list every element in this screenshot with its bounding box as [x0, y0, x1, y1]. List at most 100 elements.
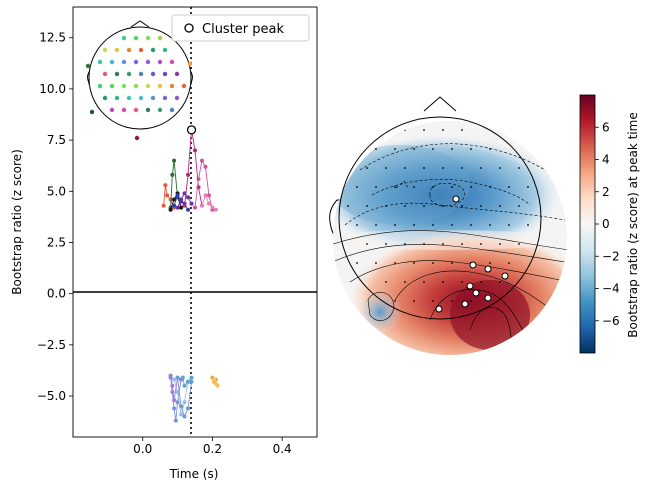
- negative-series-point: [173, 418, 178, 423]
- topo-sensor-dot: [432, 148, 434, 150]
- topo-sensor-dot: [499, 281, 501, 283]
- topo-sensor-dot: [432, 224, 434, 226]
- sensor-dot: [114, 71, 120, 77]
- topo-sensor-dot: [461, 129, 463, 131]
- positive-series-point: [170, 172, 175, 177]
- sensor-dot: [162, 47, 168, 53]
- x-tick-label: 0.4: [273, 442, 292, 456]
- y-tick-label: 12.5: [39, 31, 66, 45]
- sensor-dot: [138, 71, 144, 77]
- head-nose: [423, 96, 457, 112]
- sensor-inset: [85, 20, 193, 141]
- topo-sensor-dot: [394, 186, 396, 188]
- sensor-dot: [181, 83, 187, 89]
- positive-series-point: [175, 193, 180, 198]
- negative-series-point: [182, 414, 187, 419]
- x-axis-label: Time (s): [169, 467, 219, 481]
- colorbar-tick-label: −4: [602, 282, 620, 296]
- positive-series-point: [172, 197, 177, 202]
- positive-series-point: [206, 201, 211, 206]
- sensor-dot: [150, 71, 156, 77]
- positive-series-line: [184, 129, 203, 206]
- topo-sensor-dot: [404, 167, 406, 169]
- topo-sensor-dot: [375, 148, 377, 150]
- y-tick-label: 2.5: [47, 235, 66, 249]
- topo-sensor-dot: [404, 243, 406, 245]
- positive-series-point: [182, 203, 187, 208]
- topo-sensor-dot: [366, 243, 368, 245]
- negative-series-point: [170, 389, 175, 394]
- axes-frame: [72, 6, 318, 438]
- topo-sensor-dot: [508, 186, 510, 188]
- cluster-sensor-marker: [435, 305, 443, 313]
- topo-sensor-dot: [451, 262, 453, 264]
- topo-sensor-dot: [413, 224, 415, 226]
- topo-sensor-dot: [385, 243, 387, 245]
- positive-series-point: [210, 205, 215, 210]
- positive-series-point: [172, 158, 177, 163]
- cluster-sensor-marker: [466, 282, 474, 290]
- positive-series-point: [193, 205, 197, 210]
- negative-series-point: [170, 383, 175, 388]
- negative-series-line: [177, 377, 192, 418]
- sensor-dot: [121, 59, 127, 65]
- y-tick-label: −5.0: [37, 389, 66, 403]
- y-tick-label: 10.0: [39, 82, 66, 96]
- y-axis-label: Bootstrap ratio (z score): [10, 149, 24, 295]
- positive-series-point: [196, 177, 201, 181]
- y-tick-label: 7.5: [47, 133, 66, 147]
- positive-series-point: [179, 205, 184, 210]
- colorbar-tick-label: 2: [602, 185, 610, 199]
- positive-series-line: [170, 192, 182, 210]
- cluster-sensor-markers: [435, 195, 509, 313]
- cluster-sensor-marker: [461, 300, 469, 308]
- negative-series-point: [215, 383, 220, 388]
- topo-sensor-dot: [508, 262, 510, 264]
- topo-sensor-dot: [470, 148, 472, 150]
- positive-series-point: [179, 197, 184, 202]
- topomap: [329, 96, 567, 355]
- positive-series-point: [186, 207, 191, 212]
- sensor-dot: [150, 47, 156, 53]
- positive-series-point: [199, 203, 204, 208]
- topo-sensor-dot: [394, 224, 396, 226]
- topo-sensor-dot: [508, 224, 510, 226]
- sensor-dot: [150, 95, 156, 101]
- cluster-sensor-marker: [469, 261, 477, 269]
- positive-series-point: [203, 193, 208, 198]
- sensor-dot: [133, 83, 139, 89]
- topo-sensor-dot: [461, 281, 463, 283]
- sensor-dot: [133, 107, 139, 113]
- sensor-dot: [162, 71, 168, 77]
- head-outline: [338, 116, 542, 320]
- topo-sensor-dot: [423, 281, 425, 283]
- topo-sensor-dot: [413, 300, 415, 302]
- topo-sensor-dot: [404, 281, 406, 283]
- topo-sensor-dot: [470, 300, 472, 302]
- topo-sensor-dot: [470, 186, 472, 188]
- negative-series-point: [182, 383, 187, 388]
- positive-series-point: [189, 201, 194, 206]
- sensor-dot: [169, 107, 175, 113]
- negative-series-point: [180, 375, 185, 380]
- sensor-dot: [126, 71, 132, 77]
- topo-sensor-dot: [366, 167, 368, 169]
- positive-series-point: [186, 172, 191, 177]
- topo-sensor-dot: [499, 205, 501, 207]
- sensor-dot: [157, 83, 163, 89]
- topo-sensor-dot: [404, 129, 406, 131]
- topo-sensor-dot: [442, 243, 444, 245]
- topo-sensor-dot: [413, 262, 415, 264]
- topo-sensor-dot: [480, 205, 482, 207]
- sensor-dot: [157, 35, 163, 41]
- topo-sensor-dot: [366, 205, 368, 207]
- sensor-dot: [162, 95, 168, 101]
- cluster-sensor-marker: [472, 289, 480, 297]
- sensor-dot: [126, 95, 132, 101]
- topo-sensor-dot: [451, 224, 453, 226]
- sensor-dots: [85, 35, 193, 141]
- sensor-dot: [174, 71, 180, 77]
- positive-series-point: [199, 158, 204, 163]
- colorbar-tick-label: 4: [602, 153, 610, 167]
